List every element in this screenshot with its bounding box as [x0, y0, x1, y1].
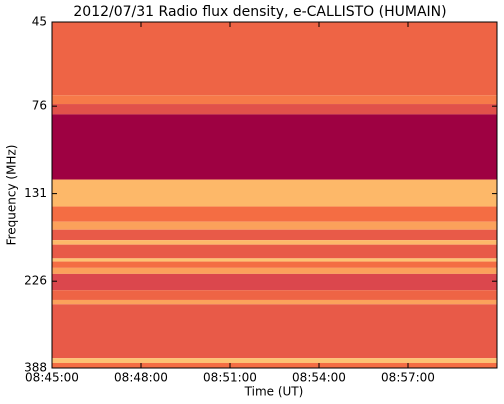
heatmap-cell [52, 206, 497, 222]
plot-frame [51, 21, 498, 369]
heatmap-cell [52, 290, 497, 300]
x-tick-label: 08:48:00 [114, 371, 168, 385]
heatmap-cell [52, 304, 497, 359]
x-tick-label: 08:54:00 [292, 371, 346, 385]
heatmap-cell [52, 244, 497, 259]
y-tick-label: 388 [24, 361, 47, 375]
x-tick-label: 08:51:00 [203, 371, 257, 385]
x-tick-label: 08:57:00 [381, 371, 435, 385]
heatmap-cell [52, 229, 497, 241]
heatmap-cell [52, 299, 497, 305]
heatmap-cell [52, 114, 497, 180]
heatmap-cell [52, 22, 497, 96]
x-tick-label: 08:45:00 [25, 371, 79, 385]
heatmap-cell [52, 362, 497, 368]
y-tick-label: 226 [24, 274, 47, 288]
heatmap-cell [52, 258, 497, 262]
y-tick-label: 45 [32, 15, 47, 29]
heatmap-cell [52, 358, 497, 363]
heatmap-cell [52, 240, 497, 245]
chart-title: 2012/07/31 Radio flux density, e-CALLIST… [73, 4, 446, 20]
y-tick-label: 76 [32, 99, 47, 113]
y-axis-label: Frequency (MHz) [5, 145, 19, 246]
heatmap-cell [52, 273, 497, 291]
heatmap-cell [52, 221, 497, 230]
heatmap-cell [52, 95, 497, 105]
heatmap-cell [52, 104, 497, 115]
heatmap-cell [52, 261, 497, 268]
x-axis-label: Time (UT) [244, 385, 304, 399]
heatmap-cell [52, 267, 497, 274]
heatmap-cell [52, 179, 497, 207]
y-tick-label: 131 [24, 186, 47, 200]
